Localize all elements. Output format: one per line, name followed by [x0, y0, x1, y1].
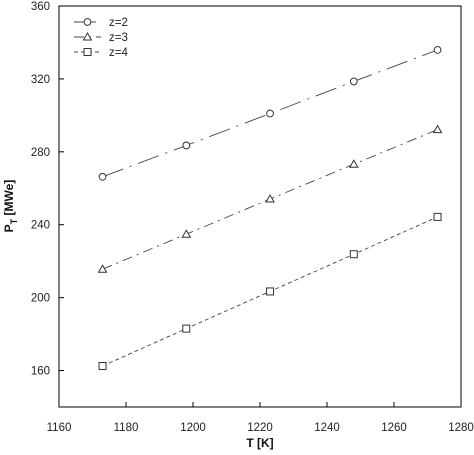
data-point — [348, 159, 359, 168]
data-point — [265, 194, 275, 203]
legend-marker — [82, 31, 93, 41]
x-tick-label: 1220 — [247, 422, 273, 434]
legend-item: z=4 — [74, 47, 128, 59]
series-layer — [97, 46, 443, 370]
x-tick-label: 1160 — [47, 422, 72, 434]
x-tick-label: 1260 — [381, 422, 407, 434]
x-tick-label: 1280 — [448, 422, 474, 434]
data-point — [182, 141, 191, 150]
legend-marker — [83, 48, 92, 56]
data-point — [182, 324, 191, 333]
data-point — [98, 172, 107, 181]
legend-label: z=3 — [109, 32, 128, 44]
y-tick-label: 240 — [31, 220, 50, 232]
data-point — [266, 109, 274, 118]
legend: z=2 z=3 z=4 — [74, 17, 128, 59]
y-tick-label: 200 — [31, 293, 50, 305]
series — [98, 46, 442, 181]
data-point — [266, 287, 275, 296]
data-point — [349, 250, 358, 259]
x-axis-title: T [K] — [246, 436, 273, 450]
y-tick-label: 280 — [31, 147, 50, 159]
legend-marker — [83, 18, 92, 26]
legend-label: z=2 — [109, 17, 128, 29]
y-axis-title-subscript: T — [9, 218, 19, 224]
x-tick-label: 1180 — [114, 422, 139, 434]
legend-item: z=3 — [74, 31, 128, 44]
series-line — [102, 49, 438, 178]
data-point — [97, 264, 108, 273]
legend-item: z=2 — [74, 17, 128, 29]
y-tick-label: 160 — [31, 366, 50, 378]
x-tick-label: 1200 — [180, 422, 206, 434]
x-axis-ticks: 1160 1180 1200 1220 1240 1260 1280 — [47, 402, 474, 434]
y-tick-label: 360 — [31, 1, 50, 13]
series — [97, 124, 443, 273]
data-point — [349, 77, 358, 86]
y-axis-ticks: 160 200 240 280 320 360 — [31, 1, 64, 378]
data-point — [433, 212, 442, 221]
y-axis-title-main: P — [2, 224, 16, 232]
data-point — [433, 46, 442, 54]
x-tick-label: 1240 — [314, 422, 340, 434]
y-axis-title-unit: [MWe] — [2, 180, 16, 219]
y-tick-label: 320 — [31, 74, 50, 86]
plot-frame — [58, 5, 462, 408]
series — [98, 212, 442, 370]
data-point — [181, 229, 192, 238]
data-point — [98, 361, 107, 370]
legend-label: z=4 — [109, 47, 128, 59]
y-axis-title: PT [MWe] — [2, 180, 19, 233]
data-point — [432, 124, 443, 134]
